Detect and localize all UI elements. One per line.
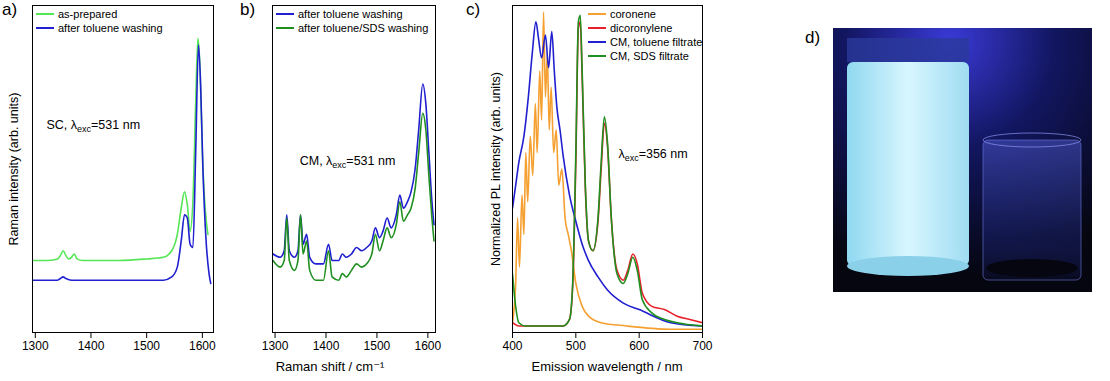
html-text:as-prepared: as-prepared <box>58 8 118 20</box>
html-text:b): b) <box>240 0 256 19</box>
svg-text:1600: 1600 <box>415 339 442 353</box>
svg-text:1300: 1300 <box>22 339 49 353</box>
html-text:Normalized PL intensity (arb.: Normalized PL intensity (arb. units) <box>489 71 503 266</box>
html-text:Raman intensity (arb. units): Raman intensity (arb. units) <box>7 92 21 245</box>
html-text:Emission wavelength / nm: Emission wavelength / nm <box>531 359 683 374</box>
svg-text:1400: 1400 <box>313 339 340 353</box>
svg-text:1600: 1600 <box>189 339 216 353</box>
svg-text:1500: 1500 <box>364 339 391 353</box>
svg-text:700: 700 <box>692 339 712 353</box>
svg-text:1400: 1400 <box>78 339 105 353</box>
html-text:c): c) <box>466 0 481 19</box>
svg-text:1500: 1500 <box>133 339 160 353</box>
html-text:after toluene washing: after toluene washing <box>58 22 163 34</box>
svg-text:600: 600 <box>629 339 649 353</box>
html-text:dicoronylene: dicoronylene <box>610 22 673 34</box>
html-text:CM, SDS filtrate: CM, SDS filtrate <box>610 50 689 62</box>
html-text:CM, toluene filtrate: CM, toluene filtrate <box>610 36 703 48</box>
html-text:d): d) <box>805 28 821 47</box>
html-text:Raman shift / cm⁻¹: Raman shift / cm⁻¹ <box>275 359 385 374</box>
svg-text:400: 400 <box>502 339 522 353</box>
html-text:λexc=356 nm: λexc=356 nm <box>618 147 688 164</box>
html-text:a): a) <box>2 0 18 19</box>
html-text:coronene: coronene <box>610 8 656 20</box>
html-text:after toluene washing: after toluene washing <box>298 8 403 20</box>
svg-text:1300: 1300 <box>262 339 289 353</box>
svg-text:500: 500 <box>566 339 586 353</box>
html-text:SC, λexc=531 nm: SC, λexc=531 nm <box>46 117 140 135</box>
html-text:after toluene/SDS washing: after toluene/SDS washing <box>298 22 429 34</box>
html-text:CM, λexc=531 nm: CM, λexc=531 nm <box>299 153 396 171</box>
